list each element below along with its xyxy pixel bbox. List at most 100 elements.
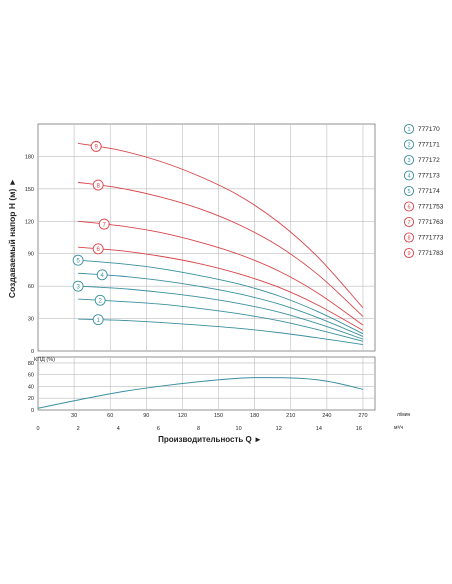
series-marker-1: 1 — [92, 314, 104, 326]
series-marker-circle — [98, 218, 110, 230]
efficiency-grid — [38, 357, 375, 410]
series-line-777171 — [78, 298, 364, 342]
legend-marker-label: 2 — [407, 143, 410, 149]
legend-item-777173: 4 777173 — [403, 170, 440, 181]
efficiency-y-ticks: 0 20 40 60 80 — [28, 361, 34, 414]
series-marker-circle — [92, 179, 104, 191]
head-plot-frame — [37, 123, 376, 352]
head-y-tick-label: 60 — [28, 284, 34, 290]
legend-label: 7771763 — [418, 219, 444, 226]
head-y-tick-label: 90 — [28, 252, 34, 258]
legend-item-777174: 5 777174 — [403, 185, 440, 197]
series-marker-label: 8 — [97, 183, 101, 189]
x-axis-label: Производительность Q ► — [158, 435, 262, 444]
x-tick-lpm-label: 60 — [107, 413, 113, 419]
series-marker-label: 1 — [97, 318, 101, 324]
x-tick-m3h-label: 2 — [77, 426, 80, 432]
legend-label: 777174 — [418, 188, 440, 195]
series-marker-circle — [92, 243, 104, 255]
series-marker-label: 2 — [99, 299, 103, 305]
x-tick-m3h-label: 12 — [276, 426, 282, 432]
efficiency-y-tick-label: 20 — [28, 396, 34, 402]
head-series-markers: 1 2 3 4 5 6 7 8 9 — [72, 140, 110, 326]
legend-item-7771773: 8 7771773 — [403, 232, 444, 243]
x-axis-lpm-ticks: 30 60 90 120 150 180 210 240 270 — [71, 413, 368, 419]
series-marker-circle — [90, 140, 102, 152]
efficiency-y-axis-label: КПД (%) — [34, 357, 55, 363]
legend-label: 777172 — [418, 157, 440, 164]
legend-marker-label: 4 — [407, 174, 410, 180]
head-grid — [38, 124, 375, 351]
series-marker-circle — [72, 280, 84, 292]
x-tick-lpm-label: 210 — [286, 413, 295, 419]
legend-marker-circle — [403, 185, 415, 197]
legend-marker-circle — [403, 123, 415, 135]
efficiency-y-tick-label: 60 — [28, 373, 34, 379]
series-marker-5: 5 — [72, 254, 84, 266]
series-marker-label: 7 — [103, 222, 107, 228]
legend-marker-circle — [403, 216, 415, 228]
legend-marker-label: 5 — [407, 189, 410, 195]
series-marker-2: 2 — [94, 294, 106, 306]
series-marker-label: 5 — [76, 258, 80, 264]
series-marker-3: 3 — [72, 280, 84, 292]
head-curve-chart: 0 30 60 90 120 150 180 1 2 3 4 5 6 7 8 9 Создаваемый н… — [7, 123, 376, 355]
legend-marker-label: 7 — [407, 220, 410, 226]
series-marker-label: 3 — [76, 284, 80, 290]
series-line-777174 — [78, 259, 364, 335]
head-y-tick-label: 180 — [25, 154, 34, 160]
series-marker-circle — [72, 254, 84, 266]
head-series-lines — [78, 143, 364, 345]
series-marker-circle — [96, 269, 108, 281]
x-tick-m3h-label: 16 — [356, 426, 362, 432]
x-tick-lpm-label: 180 — [250, 413, 259, 419]
head-y-axis-label: Создаваемый напор H (м) ► — [7, 178, 17, 298]
series-marker-8: 8 — [92, 179, 104, 191]
x-tick-lpm-label: 270 — [358, 413, 367, 419]
series-marker-circle — [92, 314, 104, 326]
legend-marker-circle — [403, 139, 415, 150]
legend-label: 7771783 — [418, 250, 444, 257]
x-axis-m3h-unit: м³/ч — [394, 425, 403, 431]
efficiency-chart: 0 20 40 60 80 КПД (%) — [28, 356, 376, 414]
x-tick-lpm-label: 90 — [143, 413, 149, 419]
series-line-7771773 — [78, 181, 364, 317]
efficiency-y-tick-label: 80 — [28, 361, 34, 367]
x-tick-m3h-label: 10 — [236, 426, 242, 432]
series-marker-4: 4 — [96, 269, 108, 281]
legend-marker-label: 1 — [407, 127, 410, 133]
head-y-tick-label: 120 — [25, 219, 34, 225]
legend-item-7771783: 9 7771783 — [403, 247, 444, 259]
series-marker-6: 6 — [92, 243, 104, 255]
legend-marker-circle — [403, 232, 415, 243]
legend-marker-label: 9 — [407, 251, 410, 257]
legend: 1 777170 2 777171 3 777172 4 777173 5 777174 6 7771… — [403, 123, 444, 259]
efficiency-y-tick-label: 40 — [28, 384, 34, 390]
legend-marker-circle — [403, 154, 415, 166]
head-y-tick-label: 30 — [28, 317, 34, 323]
head-y-ticks: 0 30 60 90 120 150 180 — [25, 154, 34, 355]
series-marker-circle — [94, 294, 106, 306]
x-tick-lpm-label: 30 — [71, 413, 77, 419]
x-tick-m3h-label: 6 — [157, 426, 160, 432]
series-marker-label: 4 — [101, 273, 105, 279]
series-marker-label: 9 — [95, 145, 99, 151]
x-tick-m3h-label: 0 — [36, 426, 39, 432]
head-y-tick-label: 0 — [31, 349, 34, 355]
series-marker-7: 7 — [98, 218, 110, 230]
head-y-tick-label: 150 — [25, 187, 34, 193]
legend-item-7771763: 7 7771763 — [403, 216, 444, 228]
legend-marker-circle — [403, 201, 415, 212]
series-line-777172 — [78, 285, 364, 340]
efficiency-curve — [37, 377, 364, 409]
series-line-7771783 — [78, 143, 364, 309]
legend-label: 777171 — [418, 142, 440, 149]
series-marker-9: 9 — [90, 140, 102, 152]
efficiency-plot-frame — [37, 356, 376, 411]
x-axis-m3h-ticks: 0 2 4 6 8 10 12 14 16 — [36, 426, 362, 432]
legend-marker-label: 6 — [407, 205, 410, 211]
series-line-7771753 — [78, 246, 364, 331]
legend-item-777171: 2 777171 — [403, 139, 440, 150]
